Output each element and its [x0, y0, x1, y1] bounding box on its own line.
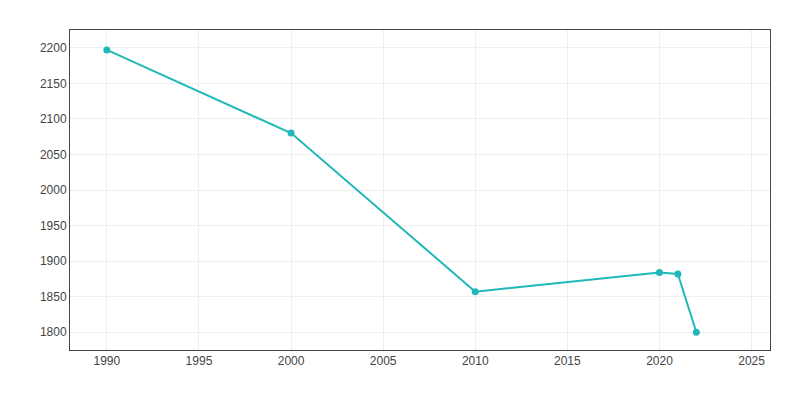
svg-text:2150: 2150	[40, 77, 67, 91]
svg-text:2050: 2050	[40, 148, 67, 162]
svg-text:2015: 2015	[554, 354, 581, 368]
svg-text:2100: 2100	[40, 112, 67, 126]
svg-text:2005: 2005	[370, 354, 397, 368]
svg-text:1900: 1900	[40, 254, 67, 268]
svg-text:2020: 2020	[646, 354, 673, 368]
svg-text:2010: 2010	[462, 354, 489, 368]
svg-text:2025: 2025	[738, 354, 765, 368]
svg-text:1995: 1995	[186, 354, 213, 368]
svg-text:1950: 1950	[40, 219, 67, 233]
svg-text:1850: 1850	[40, 290, 67, 304]
svg-text:1990: 1990	[93, 354, 120, 368]
svg-text:2000: 2000	[40, 183, 67, 197]
svg-text:2000: 2000	[278, 354, 305, 368]
svg-text:1800: 1800	[40, 325, 67, 339]
svg-text:2200: 2200	[40, 41, 67, 55]
